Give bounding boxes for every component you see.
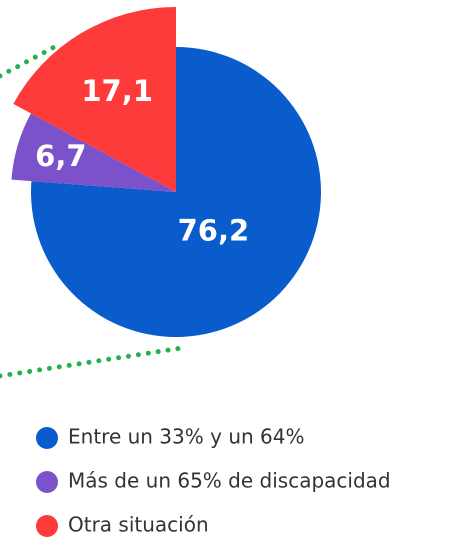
legend-label: Entre un 33% y un 64% — [68, 425, 304, 449]
legend-swatch — [36, 515, 58, 537]
legend-label: Más de un 65% de discapacidad — [68, 469, 391, 493]
data-label: 17,1 — [81, 74, 153, 108]
pie-slice — [11, 113, 177, 192]
decor-line — [0, 345, 185, 379]
legend-swatch — [36, 427, 58, 449]
pie-slice — [13, 7, 177, 192]
data-label: 6,7 — [35, 139, 86, 173]
legend-swatch — [36, 471, 58, 493]
decor-line — [0, 41, 63, 79]
pie-slice — [31, 47, 322, 338]
data-label: 76,2 — [178, 213, 250, 247]
legend-label: Otra situación — [68, 513, 209, 537]
